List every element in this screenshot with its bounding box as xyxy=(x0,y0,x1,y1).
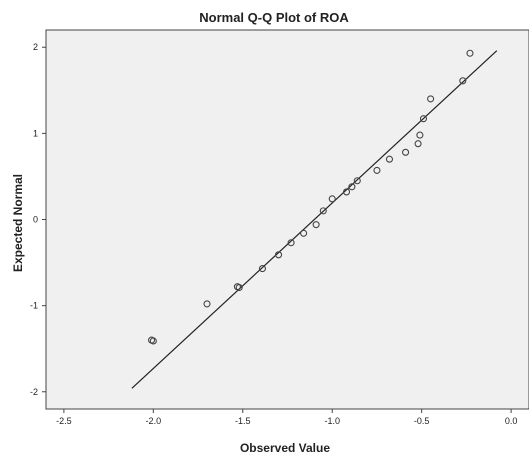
data-point xyxy=(287,239,295,247)
data-point xyxy=(258,265,267,273)
data-point xyxy=(235,283,243,292)
data-point xyxy=(203,300,211,308)
reference-line xyxy=(131,50,498,389)
data-point xyxy=(300,229,308,237)
data-point xyxy=(342,188,351,196)
data-point xyxy=(149,337,157,345)
data-point xyxy=(427,95,435,103)
data-point xyxy=(275,251,283,259)
y-tick-label: 2 xyxy=(33,42,38,52)
plot-area xyxy=(45,29,529,410)
data-point xyxy=(416,131,424,139)
data-point xyxy=(466,49,474,57)
x-tick-label: -2.0 xyxy=(146,416,162,426)
x-tick-label: -2.5 xyxy=(56,416,72,426)
x-tick-label: 0.0 xyxy=(505,416,518,426)
data-point xyxy=(414,140,422,148)
y-tick-label: -2 xyxy=(30,387,38,397)
y-axis-title: Expected Normal xyxy=(11,174,25,272)
data-point xyxy=(312,221,320,229)
data-point xyxy=(353,177,361,185)
data-point xyxy=(402,148,410,156)
data-point xyxy=(319,207,327,215)
x-tick-label: -0.5 xyxy=(414,416,430,426)
chart-title: Normal Q-Q Plot of ROA xyxy=(199,10,349,25)
y-tick-label: 0 xyxy=(33,215,38,225)
x-axis-title: Observed Value xyxy=(240,441,330,455)
data-point xyxy=(419,115,428,123)
data-points xyxy=(147,49,474,345)
y-tick-label: 1 xyxy=(33,128,38,138)
data-point xyxy=(459,77,467,85)
data-point xyxy=(385,155,394,163)
y-tick-label: -1 xyxy=(30,301,38,311)
x-tick-label: -1.0 xyxy=(324,416,340,426)
x-tick-label: -1.5 xyxy=(235,416,251,426)
data-point xyxy=(348,183,356,191)
x-axis: -2.5 -2.0 -1.5 -1.0 -0.5 0.0 xyxy=(56,409,517,426)
y-axis: 2 1 0 -1 -2 xyxy=(30,42,46,397)
data-point xyxy=(373,166,381,174)
data-point xyxy=(328,195,336,203)
